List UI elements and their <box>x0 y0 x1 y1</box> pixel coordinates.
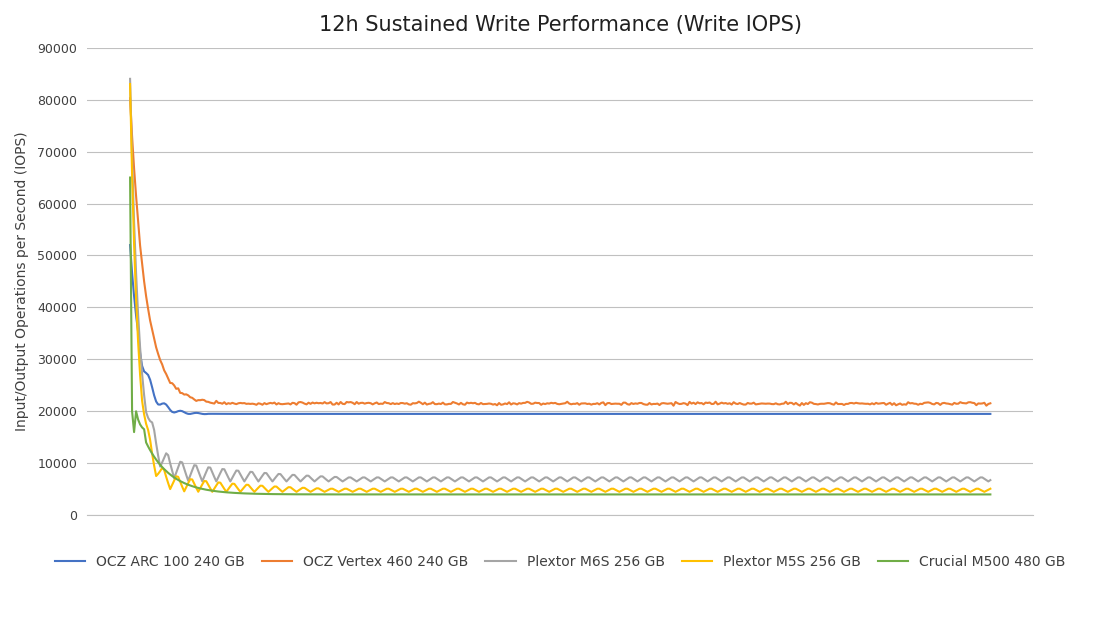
OCZ ARC 100 240 GB <box>983 410 997 417</box>
Plextor M5S 256 GB <box>344 487 357 494</box>
Plextor M6S 256 GB <box>265 478 279 485</box>
OCZ Vertex 460 240 GB <box>805 399 819 406</box>
Plextor M5S 256 GB <box>283 483 297 491</box>
Line: Crucial M500 480 GB: Crucial M500 480 GB <box>130 177 990 494</box>
OCZ Vertex 460 240 GB <box>404 401 418 409</box>
Plextor M6S 256 GB <box>404 476 418 484</box>
OCZ ARC 100 240 GB <box>286 410 299 417</box>
Line: OCZ ARC 100 240 GB: OCZ ARC 100 240 GB <box>130 245 990 414</box>
Plextor M6S 256 GB <box>344 474 357 481</box>
Plextor M5S 256 GB <box>156 464 169 471</box>
Crucial M500 480 GB <box>265 490 279 498</box>
Crucial M500 480 GB <box>983 491 997 498</box>
Line: OCZ Vertex 460 240 GB: OCZ Vertex 460 240 GB <box>130 98 990 406</box>
OCZ ARC 100 240 GB <box>805 410 819 417</box>
Plextor M5S 256 GB <box>805 486 819 493</box>
Line: Plextor M5S 256 GB: Plextor M5S 256 GB <box>130 84 990 492</box>
Legend: OCZ ARC 100 240 GB, OCZ Vertex 460 240 GB, Plextor M6S 256 GB, Plextor M5S 256 G: OCZ ARC 100 240 GB, OCZ Vertex 460 240 G… <box>55 555 1066 569</box>
OCZ Vertex 460 240 GB <box>344 398 357 406</box>
Plextor M5S 256 GB <box>404 487 418 494</box>
OCZ Vertex 460 240 GB <box>123 95 137 102</box>
Crucial M500 480 GB <box>803 491 816 498</box>
OCZ ARC 100 240 GB <box>407 410 420 417</box>
Plextor M5S 256 GB <box>983 485 997 493</box>
Crucial M500 480 GB <box>283 491 297 498</box>
Crucial M500 480 GB <box>156 463 169 471</box>
Plextor M5S 256 GB <box>123 80 137 88</box>
Crucial M500 480 GB <box>123 174 137 181</box>
OCZ Vertex 460 240 GB <box>156 361 169 368</box>
Plextor M6S 256 GB <box>123 75 137 83</box>
Crucial M500 480 GB <box>404 491 418 498</box>
OCZ ARC 100 240 GB <box>197 411 211 418</box>
OCZ ARC 100 240 GB <box>156 400 169 407</box>
Plextor M6S 256 GB <box>283 473 297 481</box>
Line: Plextor M6S 256 GB: Plextor M6S 256 GB <box>130 79 990 481</box>
Plextor M6S 256 GB <box>805 474 819 481</box>
Title: 12h Sustained Write Performance (Write IOPS): 12h Sustained Write Performance (Write I… <box>319 15 802 35</box>
Plextor M5S 256 GB <box>265 485 279 492</box>
OCZ Vertex 460 240 GB <box>283 401 297 408</box>
Y-axis label: Input/Output Operations per Second (IOPS): Input/Output Operations per Second (IOPS… <box>15 132 29 431</box>
OCZ Vertex 460 240 GB <box>666 402 680 409</box>
Plextor M5S 256 GB <box>445 488 458 496</box>
OCZ ARC 100 240 GB <box>268 410 281 417</box>
OCZ Vertex 460 240 GB <box>265 400 279 407</box>
Plextor M6S 256 GB <box>156 459 169 466</box>
OCZ ARC 100 240 GB <box>346 410 360 417</box>
Plextor M6S 256 GB <box>983 476 997 484</box>
OCZ ARC 100 240 GB <box>123 241 137 249</box>
Plextor M6S 256 GB <box>491 478 504 485</box>
Crucial M500 480 GB <box>344 491 357 498</box>
OCZ Vertex 460 240 GB <box>983 399 997 407</box>
